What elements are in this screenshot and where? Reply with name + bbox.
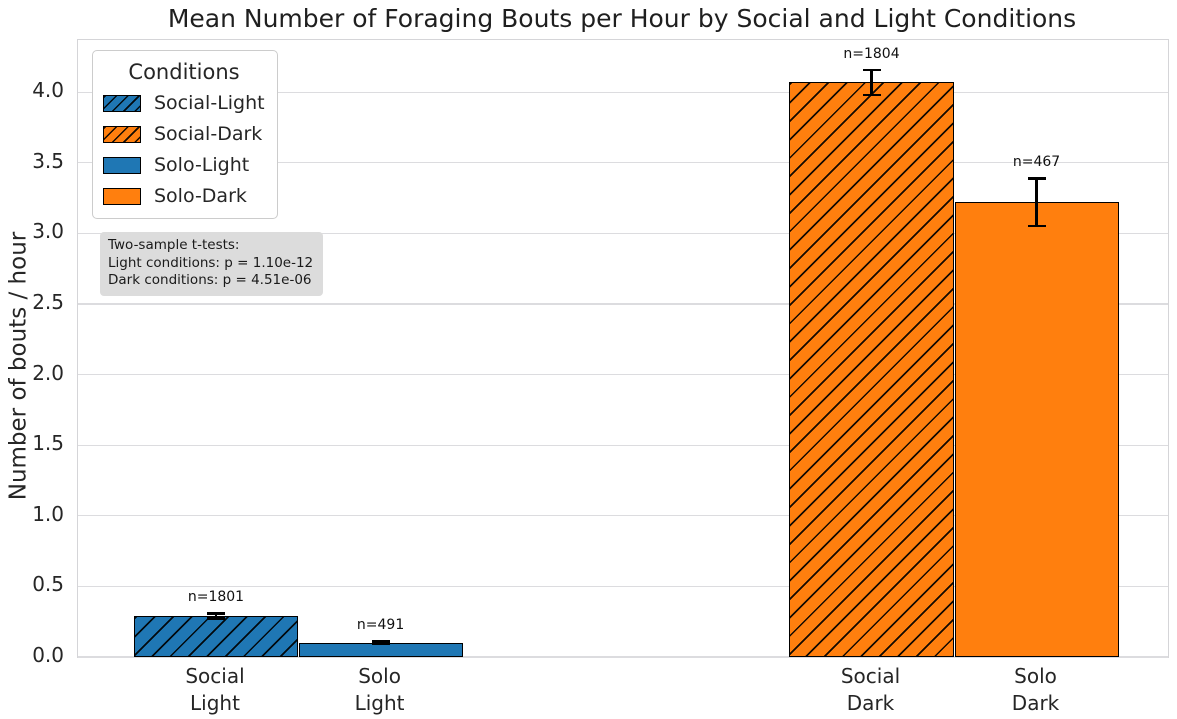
legend-title: Conditions <box>128 60 240 84</box>
y-tick-label: 1.0 <box>32 501 64 526</box>
n-label-solo-dark: n=467 <box>1012 154 1061 171</box>
x-tick-line-1: Solo <box>1014 664 1057 688</box>
legend-entry-solo-light: Solo-Light <box>103 154 265 176</box>
y-tick-label: 1.5 <box>32 431 64 456</box>
n-label-social-light: n=1801 <box>187 589 245 606</box>
error-bar-social-light <box>206 612 225 620</box>
chart-title: Mean Number of Foraging Bouts per Hour b… <box>167 4 1077 33</box>
legend-entry-solo-dark: Solo-Dark <box>103 185 265 207</box>
y-tick-label: 4.0 <box>32 78 64 103</box>
x-tick-line-2: Dark <box>1011 691 1060 715</box>
legend-entry-label: Solo-Dark <box>154 185 247 207</box>
error-bar-solo-dark <box>1027 177 1046 228</box>
error-bar-cap-bottom <box>862 93 881 97</box>
x-tick-line-2: Light <box>354 691 405 715</box>
error-bar-cap-top <box>1027 177 1046 180</box>
gridline-y-4.0 <box>78 91 1168 93</box>
x-tick-label-solo-dark: Solo Dark <box>956 663 1116 717</box>
x-tick-label-solo-light: Solo Light <box>300 663 460 717</box>
gridline-y-0.0 <box>78 656 1168 658</box>
gridline-y-1.5 <box>78 444 1168 446</box>
x-tick-line-2: Light <box>190 691 240 715</box>
error-bar-cap-bottom <box>1027 224 1046 228</box>
gridline-y-2.5 <box>78 303 1168 305</box>
error-bar-solo-light <box>371 640 390 646</box>
y-tick-label: 3.0 <box>32 219 64 244</box>
legend-swatch-social-dark <box>103 125 141 143</box>
y-tick-label: 2.0 <box>32 360 64 385</box>
error-bar-social-dark <box>862 68 881 97</box>
error-bar-cap-top <box>862 68 881 72</box>
error-bar-cap-bottom <box>371 642 390 646</box>
stats-line-light: Light conditions: p = 1.10e-12 <box>108 254 314 271</box>
legend-swatch-solo-light <box>103 156 141 174</box>
stats-annotation: Two-sample t-tests: Light conditions: p … <box>100 232 324 296</box>
y-tick-label: 3.5 <box>32 148 64 173</box>
bar-social-light <box>133 616 298 657</box>
error-bar-line <box>1035 178 1038 227</box>
bar-social-dark <box>789 82 954 657</box>
x-tick-line-1: Social <box>840 664 901 688</box>
n-label-solo-light: n=491 <box>356 617 405 634</box>
x-tick-label-social-light: Social Light <box>135 663 295 717</box>
x-tick-line-2: Dark <box>846 691 895 715</box>
error-bar-cap-bottom <box>206 617 225 620</box>
legend: Conditions Social-Light Social-Dark Solo-L… <box>92 50 278 219</box>
bar-solo-dark <box>954 202 1119 657</box>
stats-line-dark: Dark conditions: p = 4.51e-06 <box>108 272 312 288</box>
y-tick-label: 2.5 <box>32 290 64 315</box>
x-tick-label-social-dark: Social Dark <box>791 663 951 717</box>
legend-entry-label: Solo-Light <box>154 154 250 176</box>
legend-swatch-solo-dark <box>103 187 141 205</box>
gridline-y-0.5 <box>78 585 1168 588</box>
error-bar-cap-top <box>206 612 225 615</box>
legend-entries: Social-Light Social-Dark Solo-Light Solo-Da… <box>103 92 265 207</box>
stats-line-header: Two-sample t-tests: <box>108 237 240 253</box>
legend-entry-label: Social-Dark <box>154 123 263 145</box>
legend-entry-social-light: Social-Light <box>103 92 265 114</box>
gridline-y-1.0 <box>78 515 1168 517</box>
error-bar-line <box>214 613 218 619</box>
gridline-y-3.5 <box>78 162 1168 164</box>
plot-area: n=1801 n=491 n=1804 n=467 <box>77 39 1169 658</box>
error-bar-cap-top <box>371 640 390 643</box>
x-tick-line-1: Solo <box>358 664 401 688</box>
error-bar-line <box>870 69 873 96</box>
x-tick-line-1: Social <box>185 664 245 688</box>
n-label-social-dark: n=1804 <box>843 45 900 62</box>
y-tick-label: 0.5 <box>32 572 64 597</box>
y-tick-label: 0.0 <box>32 643 64 667</box>
legend-entry-social-dark: Social-Dark <box>103 123 265 145</box>
gridline-y-2.0 <box>78 374 1168 376</box>
legend-entry-label: Social-Light <box>154 92 265 114</box>
gridline-y-3.0 <box>78 232 1168 235</box>
legend-swatch-social-light <box>103 94 141 112</box>
